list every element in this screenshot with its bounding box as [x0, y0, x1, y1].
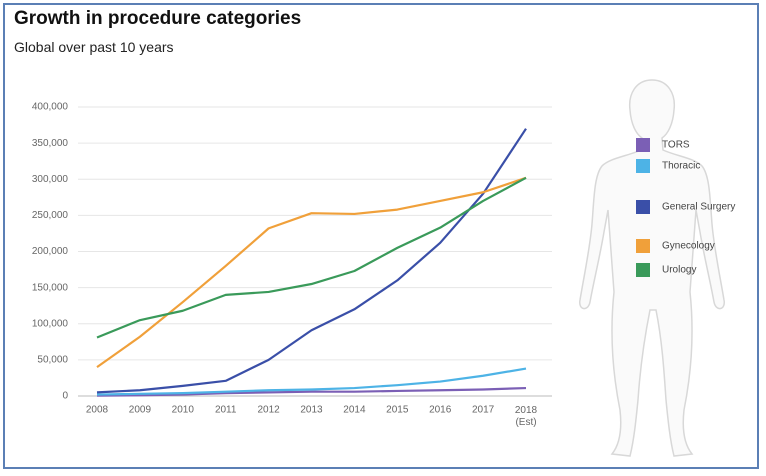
legend-swatch: [636, 138, 650, 152]
legend-label: Thoracic: [662, 161, 700, 172]
series-line: [96, 128, 527, 394]
y-tick-label: 100,000: [32, 318, 69, 329]
legend-label: Urology: [662, 265, 696, 276]
y-tick-label: 150,000: [32, 282, 69, 293]
series-line: [96, 386, 527, 397]
x-tick-label: 2017: [472, 405, 495, 416]
x-tick-label: 2010: [172, 405, 195, 416]
series-line: [96, 176, 527, 368]
y-tick-label: 350,000: [32, 138, 69, 149]
chart-subtitle: Global over past 10 years: [14, 39, 174, 55]
y-tick-label: 0: [62, 391, 68, 402]
legend-label: Gynecology: [662, 241, 715, 252]
x-tick-label: 2015: [386, 405, 409, 416]
legend-label: General Surgery: [662, 202, 735, 213]
x-tick-label: 2008: [86, 405, 109, 416]
legend-swatch: [636, 159, 650, 173]
x-tick-label: 2016: [429, 405, 452, 416]
y-tick-label: 50,000: [37, 355, 68, 366]
x-tick-label: 2014: [343, 405, 366, 416]
y-tick-label: 400,000: [32, 102, 69, 113]
x-tick-label: 2011: [215, 405, 237, 416]
legend-label: TORS: [662, 140, 690, 151]
y-tick-label: 300,000: [32, 174, 69, 185]
chart-title: Growth in procedure categories: [14, 8, 301, 29]
y-tick-label: 200,000: [32, 246, 69, 257]
legend-swatch: [636, 200, 650, 214]
x-tick-label: 2018 (Est): [515, 405, 538, 428]
x-tick-label: 2009: [129, 405, 152, 416]
legend-swatch: [636, 239, 650, 253]
body-silhouette: [579, 79, 725, 457]
series-line: [96, 367, 527, 396]
x-tick-label: 2012: [257, 405, 280, 416]
x-tick-label: 2013: [300, 405, 323, 416]
frame: [3, 3, 759, 469]
legend-swatch: [636, 263, 650, 277]
y-tick-label: 250,000: [32, 210, 69, 221]
series-line: [96, 176, 527, 339]
